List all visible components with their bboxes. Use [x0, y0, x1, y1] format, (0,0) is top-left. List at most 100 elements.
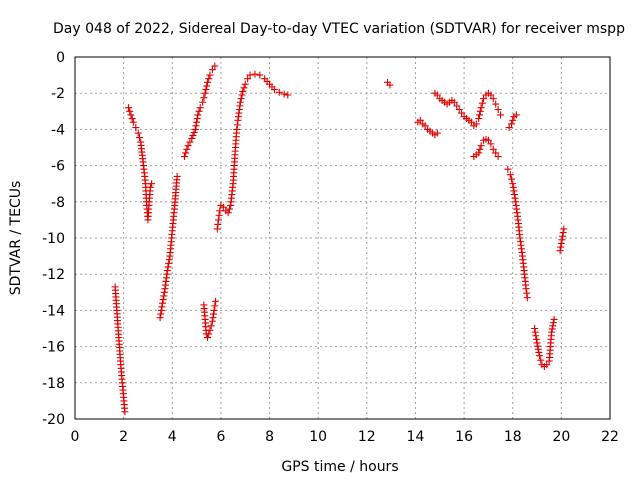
data-point: [478, 99, 486, 107]
data-point: [121, 408, 129, 416]
x-tick-label: 0: [71, 429, 80, 445]
data-point: [244, 75, 252, 83]
data-point: [455, 105, 463, 113]
data-point: [159, 296, 167, 304]
y-tick-label: -6: [51, 159, 65, 175]
data-point: [489, 145, 497, 153]
y-tick-label: 0: [56, 50, 65, 66]
data-point: [134, 129, 142, 137]
data-point: [190, 128, 198, 136]
data-point: [421, 122, 429, 130]
data-point: [251, 70, 259, 78]
data-point: [199, 98, 207, 106]
data-point: [240, 84, 248, 92]
data-point: [484, 136, 492, 144]
y-tick-label: -10: [42, 231, 65, 247]
data-point: [532, 332, 540, 340]
data-point: [164, 263, 172, 271]
data-point: [509, 180, 517, 188]
data-point: [560, 225, 568, 233]
data-point: [210, 310, 218, 318]
x-tick-label: 12: [358, 429, 376, 445]
data-point: [224, 209, 232, 217]
data-point: [129, 118, 137, 126]
y-tick-label: -14: [42, 303, 65, 319]
data-point: [146, 183, 154, 191]
data-point: [189, 131, 197, 139]
data-point: [206, 71, 214, 79]
data-point: [216, 207, 224, 215]
data-point: [211, 62, 219, 70]
data-point: [548, 328, 556, 336]
y-tick-label: -8: [51, 195, 65, 211]
data-point: [148, 180, 156, 188]
x-tick-label: 4: [168, 429, 177, 445]
data-point: [158, 303, 166, 311]
data-point: [433, 91, 441, 99]
data-point: [246, 71, 254, 79]
data-point: [549, 319, 557, 327]
data-point: [550, 315, 558, 323]
data-point: [163, 267, 171, 275]
data-point: [195, 107, 203, 115]
data-point: [467, 118, 475, 126]
y-tick-label: -16: [42, 340, 65, 356]
y-tick-label: -20: [42, 412, 65, 428]
data-point: [213, 225, 221, 233]
data-point: [256, 71, 264, 79]
data-point: [165, 256, 173, 264]
x-tick-label: 14: [407, 429, 425, 445]
data-point: [480, 95, 488, 103]
data-point: [132, 124, 140, 132]
data-point: [165, 259, 173, 267]
data-point: [543, 361, 551, 369]
x-tick-label: 20: [552, 429, 570, 445]
data-point: [476, 145, 484, 153]
data-point: [508, 120, 516, 128]
data-point: [196, 104, 204, 112]
data-point: [173, 172, 181, 180]
data-point: [559, 229, 567, 237]
data-point: [535, 352, 543, 360]
data-point: [233, 125, 241, 133]
data-point: [201, 89, 209, 97]
data-point: [492, 100, 500, 108]
data-point: [537, 356, 545, 364]
data-point: [214, 216, 222, 224]
data-point: [186, 138, 194, 146]
data-point: [208, 66, 216, 74]
data-point: [487, 91, 495, 99]
data-point: [505, 124, 513, 132]
data-point: [204, 78, 212, 86]
data-point: [533, 339, 541, 347]
data-point: [416, 116, 424, 124]
data-point: [506, 171, 514, 179]
data-point: [453, 102, 461, 110]
x-tick-label: 18: [504, 429, 522, 445]
data-point: [548, 325, 556, 333]
data-point: [180, 153, 188, 161]
data-point: [157, 310, 165, 318]
x-tick-label: 22: [601, 429, 619, 445]
data-point: [215, 211, 223, 219]
data-point: [184, 142, 192, 150]
tick-labels: 0 2 4 6 8 10 12 14 16 18 20 22 0 -2 -4 -6 -8 -10 -12 -14 -16…: [42, 50, 619, 445]
data-point: [206, 326, 214, 334]
data-point: [487, 140, 495, 148]
data-point: [508, 175, 516, 183]
data-point: [458, 109, 466, 117]
data-point: [188, 134, 196, 142]
data-point: [522, 285, 530, 293]
data-point: [127, 111, 135, 119]
data-points: [111, 62, 568, 416]
data-point: [477, 104, 485, 112]
data-point: [492, 149, 500, 157]
data-point: [531, 325, 539, 332]
data-point: [214, 220, 222, 228]
data-point: [237, 95, 245, 103]
plot-frame: [74, 56, 611, 420]
data-point: [160, 288, 168, 296]
data-point: [156, 314, 164, 322]
data-point: [128, 115, 136, 123]
